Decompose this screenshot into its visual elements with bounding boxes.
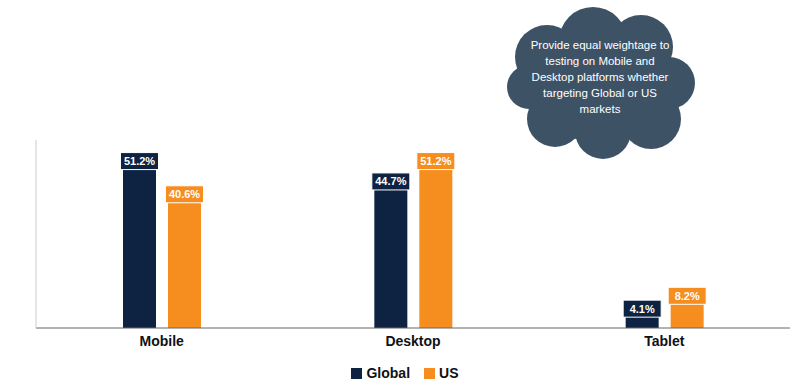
svg-text:44.7%: 44.7% — [375, 175, 406, 187]
html-text:US: US — [439, 365, 459, 381]
svg-text:8.2%: 8.2% — [675, 290, 700, 302]
html-text:Provide equal weightage to tes: Provide equal weightage to testing on Mo… — [530, 39, 670, 115]
html-text:Global: Global — [366, 365, 410, 381]
svg-text:Desktop: Desktop — [385, 333, 440, 349]
svg-text:51.2%: 51.2% — [420, 155, 451, 167]
svg-text:Mobile: Mobile — [139, 333, 184, 349]
svg-text:51.2%: 51.2% — [124, 155, 155, 167]
svg-text:Tablet: Tablet — [644, 333, 685, 349]
svg-text:4.1%: 4.1% — [630, 303, 655, 315]
svg-text:40.6%: 40.6% — [169, 188, 200, 200]
